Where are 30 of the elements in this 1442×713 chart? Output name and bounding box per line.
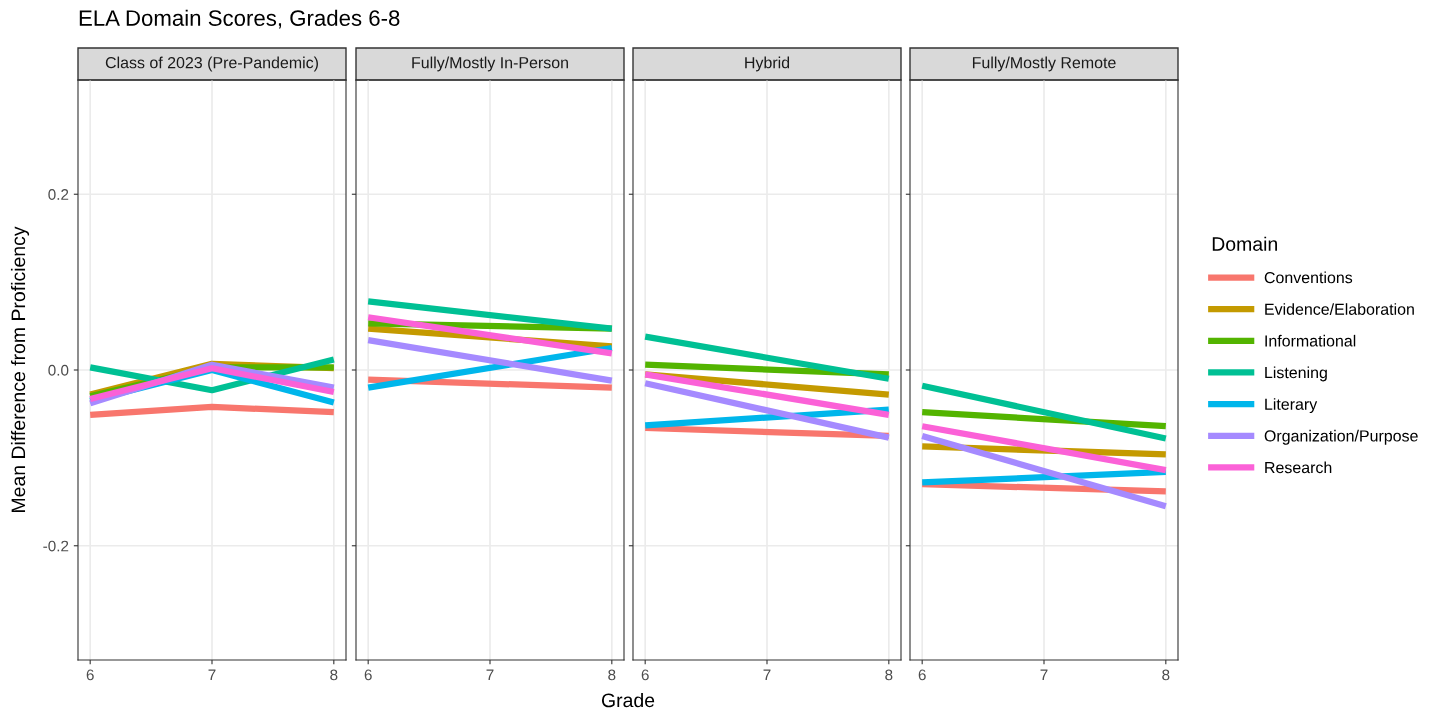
- x-tick-label: 7: [486, 669, 494, 681]
- x-tick-label: 8: [1162, 669, 1170, 681]
- legend-label: Conventions: [1264, 271, 1353, 284]
- x-tick-label: 8: [330, 669, 338, 681]
- x-tick-label: 6: [641, 669, 649, 681]
- chart-subtitle: Fully/Mostly In-Person: [412, 56, 568, 72]
- chart-subtitle: Hybrid: [745, 56, 790, 72]
- y-tick-label: 0.0: [48, 364, 69, 376]
- x-tick-label: 8: [885, 669, 893, 681]
- legend-title: Domain: [1212, 236, 1277, 251]
- chart-subtitle: Class of 2023 (Pre-Pandemic): [105, 56, 318, 72]
- x-tick-label: 6: [364, 669, 372, 681]
- x-tick-label: 7: [1040, 669, 1048, 681]
- legend-label: Research: [1265, 461, 1332, 474]
- legend-label: Listening: [1265, 366, 1327, 382]
- y-tick-label: 0.2: [48, 189, 69, 200]
- chart-subtitle: Fully/Mostly Remote: [972, 56, 1116, 72]
- legend-label: Literary: [1265, 398, 1318, 414]
- y-tick-label: -0.2: [43, 540, 69, 552]
- legend-label: Informational: [1265, 334, 1356, 347]
- legend-label: Organization/Purpose: [1264, 429, 1418, 445]
- chart-title: ELA Domain Scores, Grades 6-8: [79, 9, 400, 29]
- x-tick-label: 7: [208, 669, 216, 681]
- y-axis-title: Mean Difference from Proficiency: [10, 226, 30, 512]
- legend-label: Evidence/Elaboration: [1265, 303, 1414, 315]
- x-tick-label: 7: [763, 669, 771, 681]
- x-axis-title: Grade: [601, 692, 655, 708]
- x-tick-label: 6: [918, 669, 926, 681]
- x-tick-label: 6: [86, 669, 94, 681]
- x-tick-label: 8: [608, 669, 616, 681]
